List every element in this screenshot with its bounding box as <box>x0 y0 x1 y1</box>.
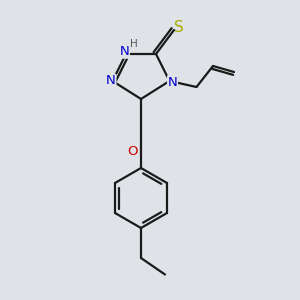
Text: S: S <box>174 20 183 34</box>
Text: N: N <box>120 45 129 58</box>
Text: N: N <box>106 74 116 88</box>
Text: N: N <box>168 76 177 89</box>
Text: H: H <box>130 38 137 49</box>
Text: O: O <box>127 145 138 158</box>
